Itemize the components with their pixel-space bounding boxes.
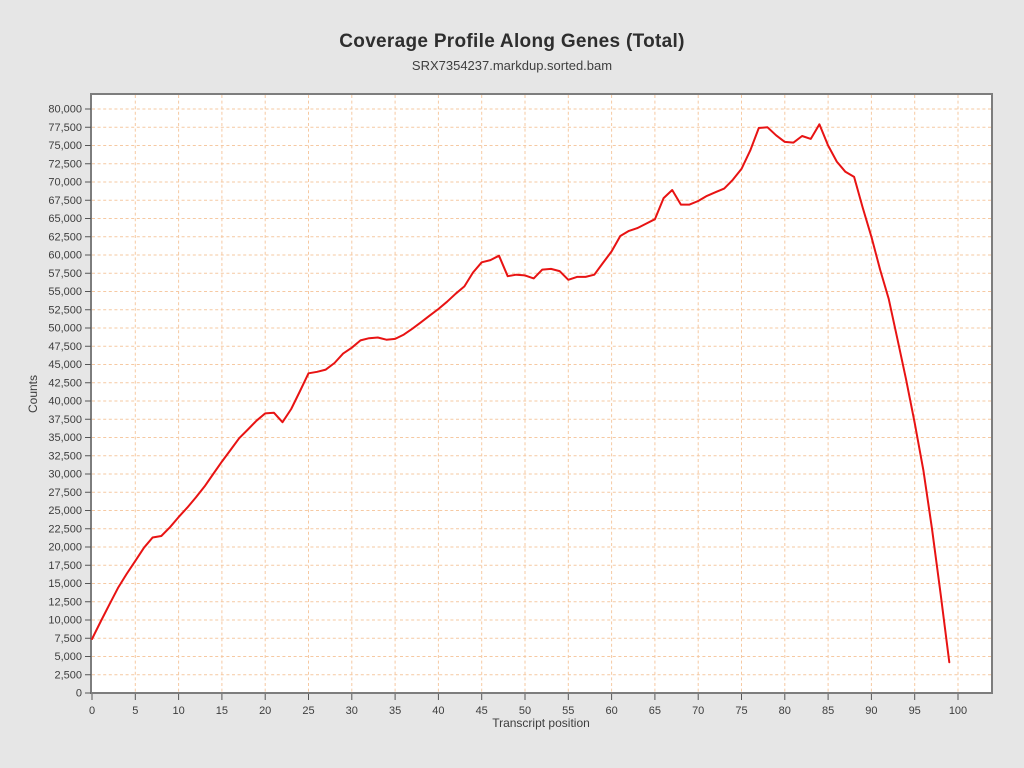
x-axis-ticks bbox=[91, 694, 959, 700]
x-tick-label: 15 bbox=[216, 705, 228, 717]
chart-title: Coverage Profile Along Genes (Total) bbox=[339, 31, 685, 52]
coverage-line bbox=[91, 123, 951, 664]
y-tick-label: 12,500 bbox=[48, 596, 82, 608]
y-tick-label: 0 bbox=[76, 688, 82, 700]
y-tick-label: 22,500 bbox=[48, 523, 82, 535]
y-tick-label: 50,000 bbox=[48, 323, 82, 335]
y-tick-label: 17,500 bbox=[48, 560, 82, 572]
horizontal-gridlines bbox=[92, 108, 991, 676]
x-tick-label: 45 bbox=[476, 705, 488, 717]
y-tick-label: 77,500 bbox=[48, 122, 82, 134]
chart-subtitle: SRX7354237.markdup.sorted.bam bbox=[411, 58, 613, 73]
x-tick-label: 70 bbox=[692, 705, 704, 717]
x-tick-label: 95 bbox=[909, 705, 921, 717]
x-tick-label: 100 bbox=[949, 705, 967, 717]
y-tick-label: 7,500 bbox=[54, 633, 82, 645]
vertical-gridlines bbox=[134, 95, 959, 692]
y-tick-label: 35,000 bbox=[48, 432, 82, 444]
x-tick-label: 60 bbox=[605, 705, 617, 717]
y-tick-label: 57,500 bbox=[48, 268, 82, 280]
y-tick-label: 72,500 bbox=[48, 158, 82, 170]
x-tick-label: 80 bbox=[779, 705, 791, 717]
y-tick-label: 60,000 bbox=[48, 250, 82, 262]
y-tick-label: 27,500 bbox=[48, 487, 82, 499]
y-tick-label: 62,500 bbox=[48, 231, 82, 243]
y-tick-label: 37,500 bbox=[48, 414, 82, 426]
y-tick-label: 10,000 bbox=[48, 615, 82, 627]
x-tick-label: 30 bbox=[346, 705, 358, 717]
x-tick-label: 0 bbox=[89, 705, 95, 717]
y-tick-label: 25,000 bbox=[48, 505, 82, 517]
x-tick-label: 50 bbox=[519, 705, 531, 717]
y-tick-label: 65,000 bbox=[48, 213, 82, 225]
y-tick-label: 52,500 bbox=[48, 304, 82, 316]
y-tick-label: 47,500 bbox=[48, 341, 82, 353]
x-tick-label: 65 bbox=[649, 705, 661, 717]
x-tick-label: 10 bbox=[172, 705, 184, 717]
y-axis-title: Counts bbox=[26, 375, 40, 413]
x-tick-label: 55 bbox=[562, 705, 574, 717]
x-tick-label: 90 bbox=[865, 705, 877, 717]
y-tick-label: 67,500 bbox=[48, 195, 82, 207]
x-tick-label: 25 bbox=[302, 705, 314, 717]
x-tick-label: 75 bbox=[735, 705, 747, 717]
y-tick-label: 42,500 bbox=[48, 377, 82, 389]
y-axis-ticks bbox=[85, 108, 91, 694]
x-axis-title: Transcript position bbox=[492, 716, 590, 730]
y-axis-tick-labels: 0 2,500 5,000 7,500 10,000 12,500 15,000 17,500… bbox=[48, 104, 82, 700]
y-tick-label: 32,500 bbox=[48, 450, 82, 462]
y-tick-label: 70,000 bbox=[48, 177, 82, 189]
x-tick-label: 40 bbox=[432, 705, 444, 717]
y-tick-label: 15,000 bbox=[48, 578, 82, 590]
y-tick-label: 5,000 bbox=[54, 651, 82, 663]
x-tick-label: 85 bbox=[822, 705, 834, 717]
x-tick-label: 20 bbox=[259, 705, 271, 717]
y-tick-label: 40,000 bbox=[48, 396, 82, 408]
plot-area bbox=[90, 93, 993, 694]
y-tick-label: 45,000 bbox=[48, 359, 82, 371]
x-tick-label: 5 bbox=[132, 705, 138, 717]
y-tick-label: 30,000 bbox=[48, 469, 82, 481]
y-tick-label: 75,000 bbox=[48, 140, 82, 152]
y-tick-label: 55,000 bbox=[48, 286, 82, 298]
x-axis-tick-labels: 0 5 10 15 20 25 30 35 40 45 50 55 60 65 70 75 80 85 90 95 10… bbox=[89, 705, 967, 717]
x-tick-label: 35 bbox=[389, 705, 401, 717]
y-tick-label: 20,000 bbox=[48, 542, 82, 554]
y-tick-label: 2,500 bbox=[54, 669, 82, 681]
y-tick-label: 80,000 bbox=[48, 104, 82, 116]
